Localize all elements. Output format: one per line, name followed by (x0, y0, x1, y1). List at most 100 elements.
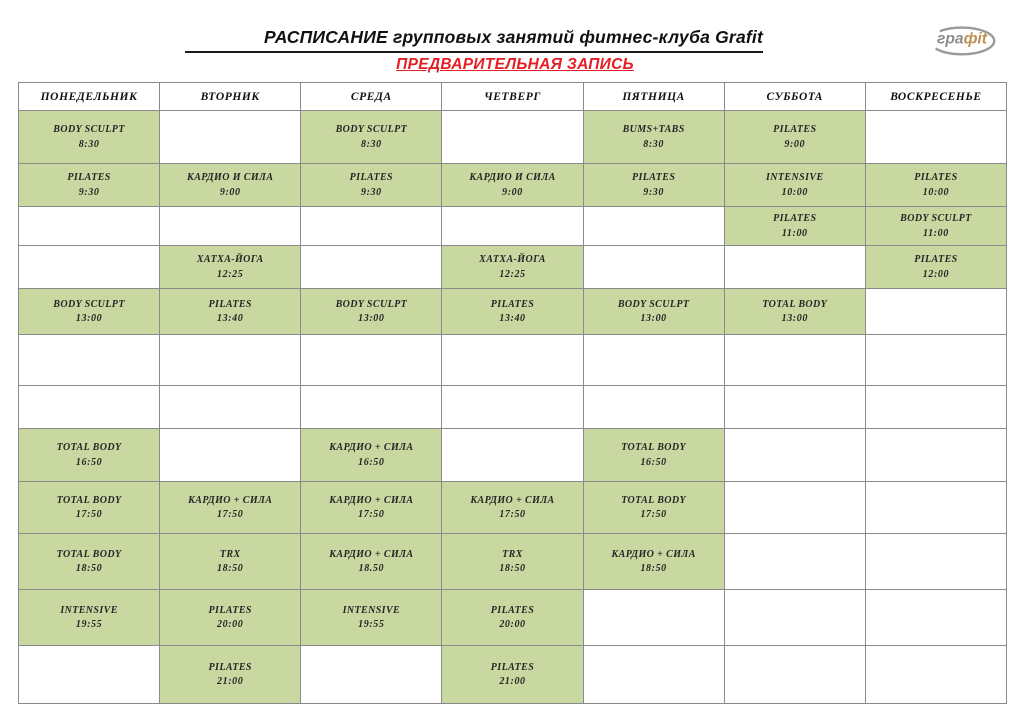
class-time: 8:30 (360, 138, 382, 150)
class-time: 13:00 (75, 313, 103, 325)
schedule-row-3: ХАТХА-ЙОГА 12:25 ХАТХА-ЙОГА 12:25 PILATES 12:… (17, 245, 1008, 289)
class-name: PILATES (208, 604, 252, 616)
schedule-row-1: PILATES 9:30 КАРДИО И СИЛА 9:00 PILATES 9:30 К… (17, 163, 1008, 207)
class-name: BODY SCULPT (53, 124, 125, 136)
schedule-row-6 (17, 385, 1008, 429)
class-name: КАРДИО И СИЛА (469, 172, 556, 184)
schedule-header-row: ПОНЕДЕЛЬНИК ВТОРНИК СРЕДА ЧЕТВЕРГ ПЯТНИЦА СУБ… (17, 82, 1008, 111)
schedule-cell: TRX 18:50 (159, 533, 302, 590)
day-header-0: ПОНЕДЕЛЬНИК (17, 82, 161, 111)
schedule-cell-empty (864, 288, 1008, 335)
schedule-row-11: PILATES 21:00 PILATES 21:00 (17, 645, 1008, 704)
schedule-cell-empty (441, 206, 584, 246)
day-header-5: СУББОТА (723, 82, 866, 111)
class-time: 9:00 (502, 186, 523, 198)
class-time: 9:00 (784, 138, 806, 150)
schedule-cell-empty (159, 206, 302, 246)
class-name: BODY SCULPT (53, 298, 125, 310)
class-time: 10:00 (781, 186, 808, 198)
schedule-cell-empty (864, 533, 1008, 590)
class-time: 9:30 (78, 186, 100, 198)
schedule-cell: ХАТХА-ЙОГА 12:25 (441, 245, 584, 289)
class-name: PILATES (773, 124, 817, 136)
schedule-row-2: PILATES 11:00 BODY SCULPT 11:00 (17, 206, 1008, 246)
class-time: 12:25 (217, 268, 244, 280)
schedule-cell-empty (300, 334, 443, 386)
class-time: 10:00 (922, 186, 950, 198)
class-time: 13:00 (640, 313, 667, 325)
class-name: BODY SCULPT (617, 298, 690, 310)
page-title-underline: РАСПИСАНИЕ групповых занятий фитнес-клуб… (185, 27, 763, 53)
schedule-table: ПОНЕДЕЛЬНИК ВТОРНИК СРЕДА ЧЕТВЕРГ ПЯТНИЦА СУБ… (17, 82, 1008, 704)
schedule-cell-empty (300, 645, 443, 704)
class-name: КАРДИО + СИЛА (329, 442, 414, 454)
schedule-cell: TOTAL BODY 13:00 (723, 288, 866, 335)
schedule-cell-empty (441, 110, 584, 164)
schedule-cell: PILATES 13:40 (441, 288, 584, 335)
class-name: PILATES (349, 172, 394, 184)
schedule-cell-empty (582, 589, 725, 646)
class-time: 8:30 (643, 138, 664, 150)
schedule-cell: PILATES 20:00 (441, 589, 584, 646)
schedule-cell: PILATES 9:30 (582, 163, 725, 207)
schedule-row-7: TOTAL BODY 16:50 КАРДИО + СИЛА 16:50 TOTAL B… (17, 428, 1008, 482)
schedule-row-9: TOTAL BODY 18:50 TRX 18:50 КАРДИО + СИЛА 18.5… (17, 533, 1008, 590)
schedule-cell: КАРДИО + СИЛА 18.50 (300, 533, 443, 590)
class-name: PILATES (914, 172, 958, 184)
schedule-cell-empty (582, 206, 725, 246)
day-header-6: ВОСКРЕСЕНЬЕ (864, 82, 1008, 111)
schedule-cell: PILATES 9:30 (300, 163, 443, 207)
class-time: 13:00 (781, 313, 808, 325)
schedule-cell: PILATES 11:00 (723, 206, 866, 246)
schedule-row-4: BODY SCULPT 13:00 PILATES 13:40 BODY SCULPT 1… (17, 288, 1008, 335)
class-name: КАРДИО + СИЛА (188, 494, 273, 506)
class-time: 18:50 (499, 563, 526, 575)
schedule-cell: КАРДИО И СИЛА 9:00 (441, 163, 584, 207)
class-name: PILATES (490, 604, 535, 616)
class-name: TOTAL BODY (621, 494, 687, 506)
class-name: PILATES (208, 661, 252, 673)
schedule-cell-empty (723, 385, 866, 429)
class-name: BUMS+TABS (622, 124, 685, 136)
schedule-cell-empty (864, 481, 1008, 534)
class-time: 18:50 (75, 563, 103, 575)
class-name: TRX (502, 548, 523, 560)
class-time: 20:00 (499, 619, 526, 631)
schedule-cell-empty (864, 334, 1008, 386)
schedule-cell: PILATES 9:30 (17, 163, 161, 207)
class-name: PILATES (490, 661, 535, 673)
schedule-cell-empty (864, 645, 1008, 704)
class-time: 18:50 (217, 563, 244, 575)
schedule-cell-empty (159, 110, 302, 164)
schedule-cell-empty (17, 206, 161, 246)
schedule-cell: КАРДИО + СИЛА 16:50 (300, 428, 443, 482)
class-name: КАРДИО + СИЛА (329, 494, 414, 506)
day-header-3: ЧЕТВЕРГ (441, 82, 584, 111)
class-time: 21:00 (499, 676, 526, 688)
schedule-row-5 (17, 334, 1008, 386)
schedule-cell-empty (723, 481, 866, 534)
schedule-cell: BODY SCULPT 11:00 (864, 206, 1008, 246)
class-time: 12:25 (499, 268, 526, 280)
page-subtitle: ПРЕДВАРИТЕЛЬНАЯ ЗАПИСЬ (396, 56, 634, 73)
schedule-cell: TOTAL BODY 17:50 (17, 481, 161, 534)
grafit-logo-icon: графit (928, 26, 996, 56)
schedule-cell: КАРДИО + СИЛА 18:50 (582, 533, 725, 590)
class-name: TOTAL BODY (762, 298, 828, 310)
class-name: TOTAL BODY (56, 494, 122, 506)
class-time: 13:40 (217, 313, 244, 325)
class-name: КАРДИО + СИЛА (611, 548, 696, 560)
class-name: ХАТХА-ЙОГА (196, 254, 264, 266)
schedule-cell: ХАТХА-ЙОГА 12:25 (159, 245, 302, 289)
schedule-cell-empty (864, 110, 1008, 164)
schedule-cell: PILATES 13:40 (159, 288, 302, 335)
schedule-cell: TOTAL BODY 16:50 (582, 428, 725, 482)
class-name: INTENSIVE (342, 604, 401, 616)
class-time: 11:00 (781, 227, 808, 239)
schedule-cell-empty (17, 645, 161, 704)
class-time: 17:50 (499, 509, 526, 521)
schedule-cell: BODY SCULPT 13:00 (582, 288, 725, 335)
schedule-cell: TOTAL BODY 18:50 (17, 533, 161, 590)
class-name: КАРДИО + СИЛА (329, 548, 414, 560)
schedule-cell: INTENSIVE 10:00 (723, 163, 866, 207)
